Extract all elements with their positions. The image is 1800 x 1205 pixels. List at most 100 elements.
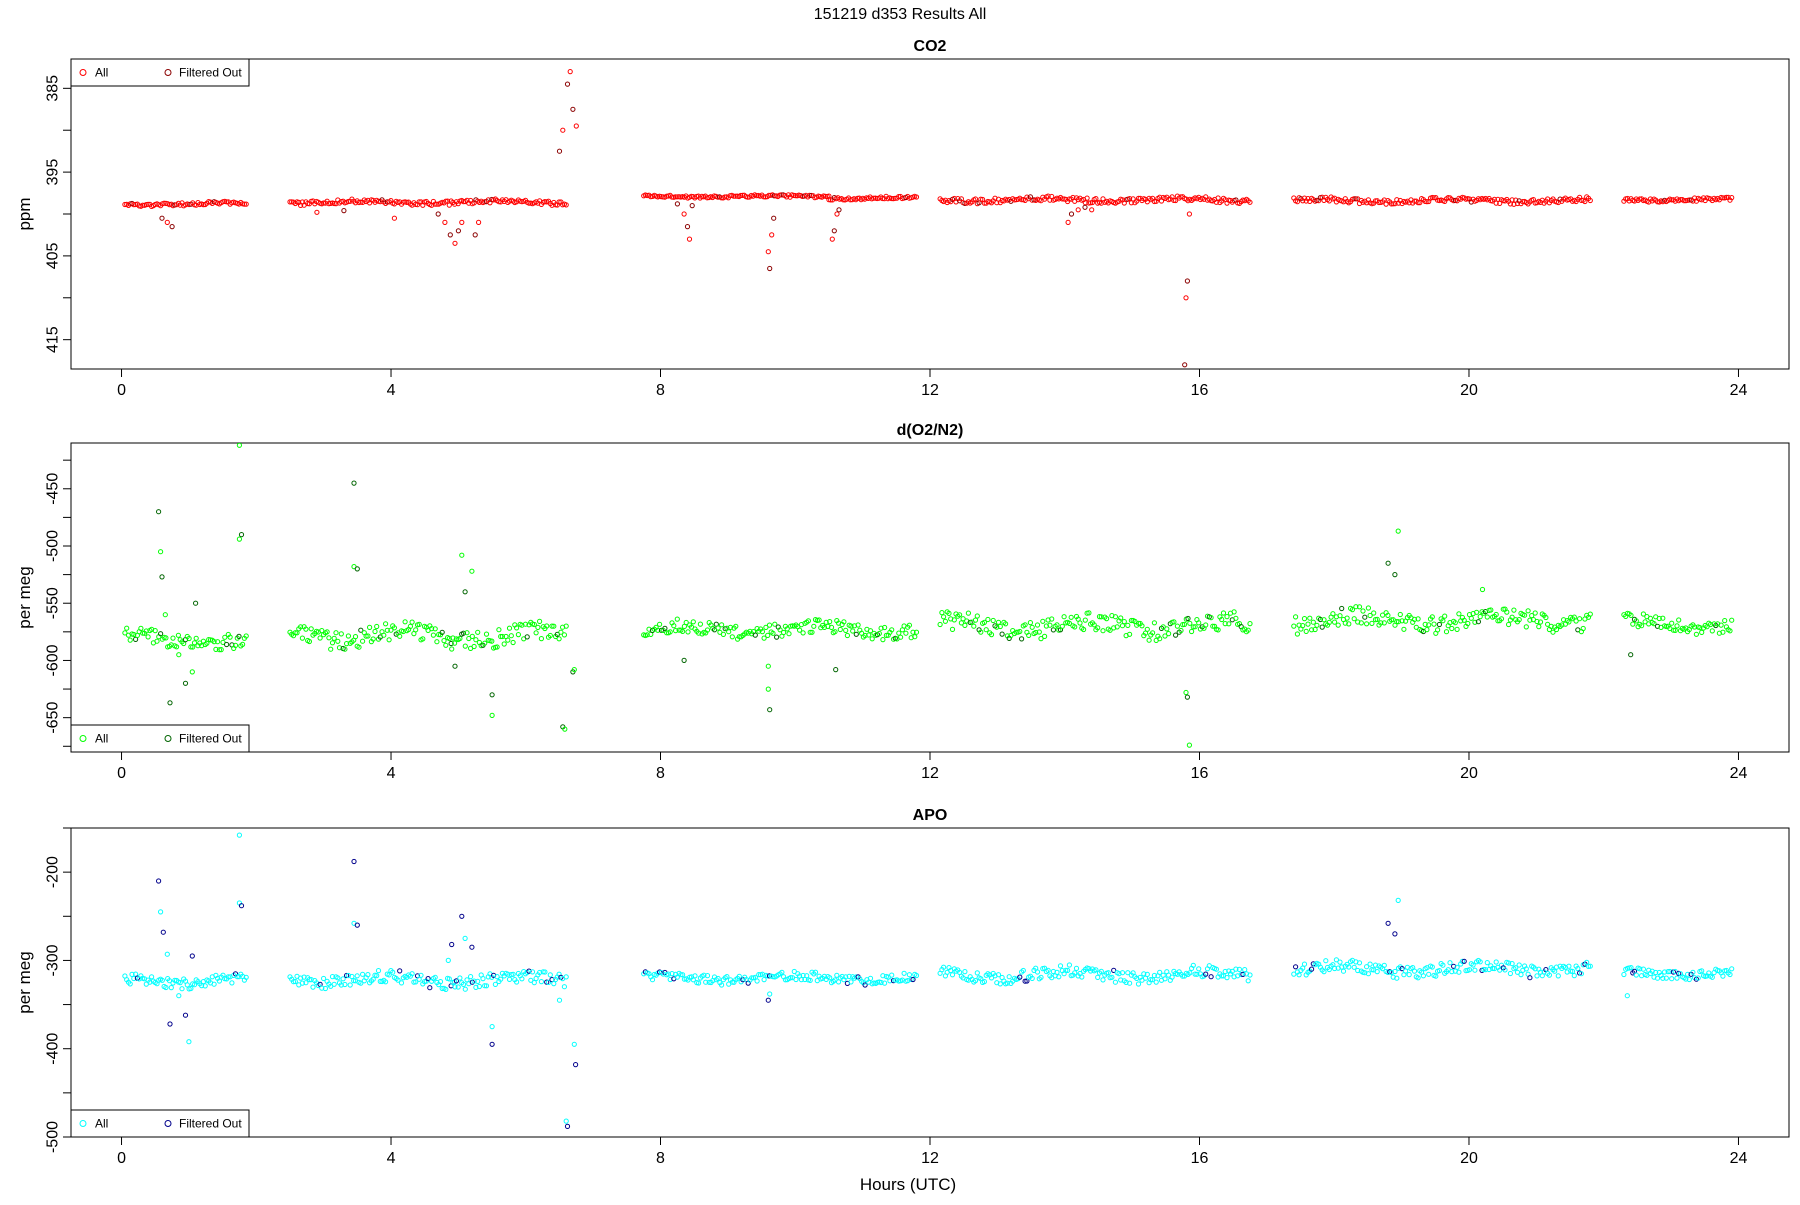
data-point	[937, 621, 943, 628]
data-point	[1100, 977, 1106, 983]
data-point	[243, 633, 249, 639]
x-tick-label: 12	[921, 1150, 939, 1167]
data-point	[177, 980, 183, 986]
data-point	[1681, 198, 1687, 204]
filtered-point	[1184, 278, 1191, 284]
data-point	[1709, 974, 1715, 980]
data-point	[352, 634, 359, 640]
data-point	[290, 979, 297, 985]
data-point	[1127, 980, 1133, 986]
data-point	[1670, 627, 1677, 633]
data-point	[1291, 623, 1297, 629]
data-point	[222, 634, 228, 640]
filtered-point	[351, 858, 357, 865]
data-point	[1511, 607, 1517, 613]
data-point	[1534, 618, 1540, 625]
data-point	[1472, 967, 1478, 973]
data-point	[1353, 604, 1359, 610]
data-point	[729, 634, 735, 640]
data-point	[556, 997, 563, 1003]
data-point	[1125, 622, 1131, 629]
data-point	[1498, 616, 1505, 622]
filtered-point	[1203, 971, 1209, 977]
data-point	[1720, 629, 1726, 635]
data-point	[573, 123, 579, 129]
data-point	[882, 624, 888, 631]
data-point	[664, 193, 670, 199]
data-point	[190, 644, 196, 650]
data-point	[345, 633, 351, 639]
data-point	[483, 983, 490, 989]
data-point	[889, 972, 895, 978]
data-point	[163, 984, 169, 991]
data-point	[1091, 622, 1097, 628]
filtered-point	[1527, 975, 1533, 981]
data-point	[416, 976, 422, 982]
data-point	[888, 195, 895, 202]
data-point	[1513, 965, 1519, 971]
data-point	[887, 978, 893, 984]
data-point	[1654, 975, 1661, 981]
data-point	[1465, 620, 1471, 627]
y-tick-label: -500	[45, 530, 62, 562]
data-point	[374, 973, 380, 979]
data-point	[561, 984, 568, 990]
data-point	[1729, 966, 1735, 972]
filtered-point	[238, 903, 245, 909]
data-point	[1692, 624, 1698, 630]
data-point	[1401, 626, 1407, 632]
filtered-point	[160, 929, 166, 935]
data-point	[397, 633, 403, 639]
data-point	[432, 626, 438, 632]
data-point	[140, 202, 146, 208]
data-point	[792, 193, 799, 199]
data-point	[1569, 968, 1576, 975]
data-point	[1112, 614, 1119, 620]
data-point	[345, 198, 351, 205]
data-point	[896, 630, 902, 636]
data-point	[1707, 621, 1714, 628]
data-point	[542, 969, 548, 975]
data-point	[871, 195, 877, 201]
data-point	[1213, 966, 1220, 972]
data-point	[1300, 623, 1306, 629]
data-point	[843, 627, 849, 634]
data-point	[1381, 962, 1387, 968]
data-point	[402, 619, 408, 625]
data-point	[174, 644, 180, 650]
data-point	[844, 632, 851, 639]
data-point	[1180, 622, 1186, 628]
data-point	[127, 637, 133, 643]
data-point	[898, 634, 904, 640]
data-point	[510, 971, 516, 977]
data-point	[1226, 621, 1232, 627]
filtered-point	[1022, 978, 1028, 984]
data-point	[188, 985, 194, 992]
data-point	[505, 637, 511, 643]
data-point	[981, 619, 988, 626]
data-point	[1660, 975, 1666, 981]
data-point	[319, 628, 325, 634]
data-point	[218, 647, 224, 653]
data-point	[1495, 196, 1501, 202]
x-axis-label: Hours (UTC)	[860, 1175, 956, 1194]
data-point	[1372, 962, 1379, 968]
data-point	[528, 977, 534, 983]
data-point	[678, 972, 684, 978]
data-point	[459, 552, 465, 558]
data-point	[533, 630, 539, 636]
data-point	[1183, 295, 1189, 301]
data-points	[122, 832, 1735, 1130]
data-point	[164, 951, 170, 957]
data-point	[1479, 586, 1486, 593]
data-point	[1374, 969, 1380, 975]
data-point	[981, 979, 988, 985]
data-point	[1075, 207, 1081, 213]
data-point	[995, 972, 1002, 978]
data-point	[303, 980, 309, 986]
data-point	[1321, 969, 1327, 975]
filtered-point	[684, 224, 691, 230]
x-tick-label: 8	[656, 1150, 665, 1167]
data-point	[494, 644, 500, 650]
data-point	[1148, 977, 1154, 983]
